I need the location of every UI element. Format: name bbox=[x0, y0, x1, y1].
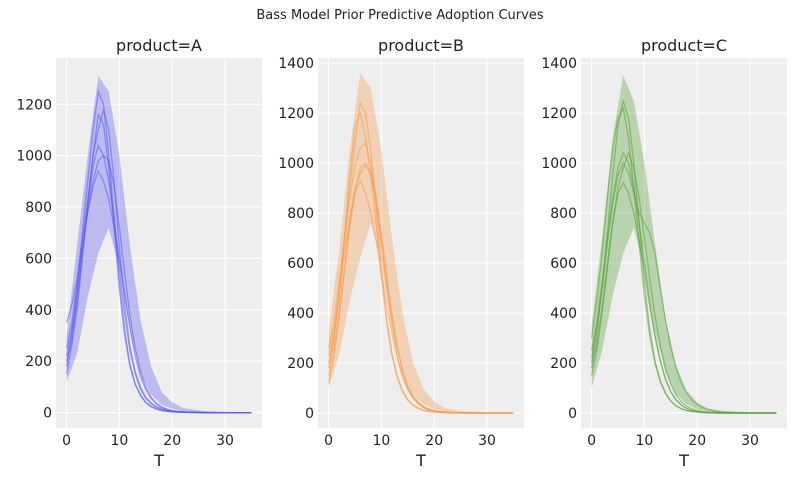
y-tick-label: 1200 bbox=[541, 106, 577, 122]
x-tick-label: 20 bbox=[688, 433, 706, 449]
band-area bbox=[66, 76, 252, 413]
band-area bbox=[591, 75, 777, 413]
x-axis-label: T bbox=[678, 451, 689, 470]
series-line bbox=[327, 161, 514, 414]
plot-area bbox=[56, 58, 262, 428]
x-tick-label: 30 bbox=[216, 433, 234, 449]
x-tick-label: 30 bbox=[741, 433, 759, 449]
x-tick-label: 0 bbox=[324, 433, 333, 449]
panel-title: product=B bbox=[378, 36, 464, 55]
panel-title: product=C bbox=[641, 36, 727, 55]
x-tick-label: 20 bbox=[425, 433, 443, 449]
y-tick-label: 1400 bbox=[541, 56, 577, 72]
y-tick-label: 600 bbox=[25, 251, 52, 267]
y-tick-label: 1200 bbox=[16, 97, 52, 113]
y-tick-label: 1000 bbox=[541, 156, 577, 172]
x-tick-label: 10 bbox=[372, 433, 390, 449]
y-tick-label: 800 bbox=[25, 200, 52, 216]
x-tick-label: 20 bbox=[163, 433, 181, 449]
x-tick-label: 0 bbox=[587, 433, 596, 449]
y-tick-label: 1000 bbox=[278, 156, 314, 172]
series-line bbox=[65, 169, 252, 414]
y-tick-label: 800 bbox=[287, 206, 314, 222]
y-tick-label: 200 bbox=[287, 356, 314, 372]
y-tick-label: 800 bbox=[550, 206, 577, 222]
y-tick-label: 400 bbox=[550, 306, 577, 322]
panel-2: 0 10 20 30 0 200 400 600 800 1000 1200 1400 product=… bbox=[278, 36, 524, 470]
y-tick-label: 400 bbox=[287, 306, 314, 322]
x-tick-label: 30 bbox=[478, 433, 496, 449]
x-axis-label: T bbox=[415, 451, 426, 470]
y-tick-label: 1000 bbox=[16, 149, 52, 165]
y-tick-label: 600 bbox=[550, 256, 577, 272]
y-tick-label: 0 bbox=[305, 406, 314, 422]
series-line bbox=[590, 181, 777, 414]
x-tick-label: 10 bbox=[110, 433, 128, 449]
figure-suptitle: Bass Model Prior Predictive Adoption Cur… bbox=[256, 8, 544, 23]
x-axis-label: T bbox=[153, 451, 164, 470]
x-tick-label: 10 bbox=[635, 433, 653, 449]
y-tick-label: 200 bbox=[550, 356, 577, 372]
y-tick-label: 1200 bbox=[278, 106, 314, 122]
plot-area bbox=[581, 58, 787, 428]
panel-3: 0 10 20 30 0 200 400 600 800 1000 1200 1400 product=… bbox=[541, 36, 787, 470]
y-tick-label: 0 bbox=[43, 406, 52, 422]
y-tick-label: 200 bbox=[25, 354, 52, 370]
y-tick-label: 0 bbox=[568, 406, 577, 422]
panel-1: 0 10 20 30 0 200 400 600 800 1000 1200 product=A T bbox=[16, 36, 262, 470]
plot-area bbox=[318, 58, 524, 428]
y-tick-label: 400 bbox=[25, 303, 52, 319]
y-tick-label: 1400 bbox=[278, 56, 314, 72]
y-tick-label: 600 bbox=[287, 256, 314, 272]
x-tick-label: 0 bbox=[62, 433, 71, 449]
panel-title: product=A bbox=[116, 36, 202, 55]
band-area bbox=[328, 73, 514, 413]
